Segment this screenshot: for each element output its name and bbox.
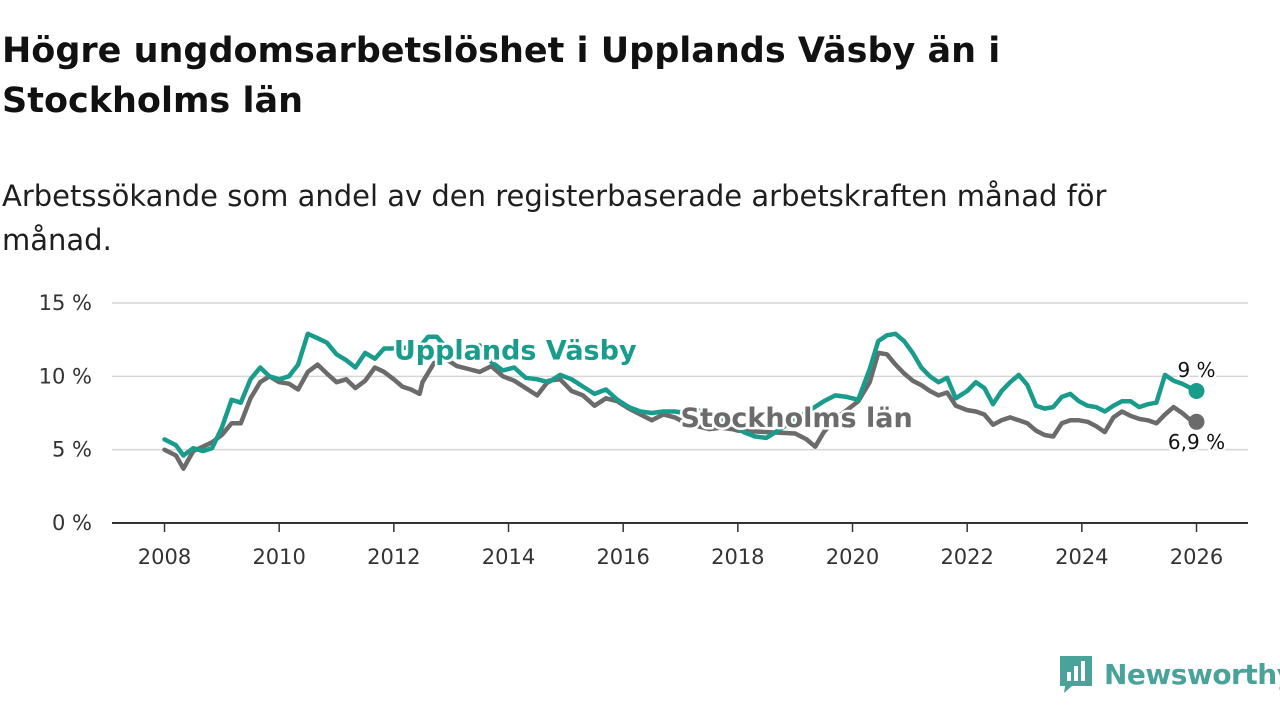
y-tick-label: 15 %: [39, 291, 92, 315]
x-tick-label: 2026: [1170, 545, 1223, 569]
series-line-upplands-v-sby: [162, 331, 1199, 458]
brand-name: Newsworthy: [1104, 657, 1280, 691]
y-tick-label: 0 %: [52, 511, 92, 535]
x-tick-label: 2008: [138, 545, 191, 569]
series-label-upplands-v-sby: Upplands Väsby: [394, 335, 637, 366]
bar-chart-bubble-icon: [1060, 656, 1092, 693]
x-tick-label: 2024: [1055, 545, 1108, 569]
x-tick-label: 2010: [252, 545, 305, 569]
end-point-upplands-v-sby: [1188, 383, 1205, 399]
x-tick-label: 2018: [711, 545, 764, 569]
end-value-label-stockholms-l-n: 6,9 %: [1168, 430, 1225, 454]
y-tick-label: 5 %: [52, 438, 92, 462]
end-value-label-upplands-v-sby: 9 %: [1177, 358, 1215, 382]
newsworthy-logo: Newsworthy: [1058, 652, 1280, 696]
series-lines: [162, 331, 1205, 471]
axes: 0 % 5 % 10 % 15 % 2008 2010 2012 2014 2016 2018 20…: [39, 291, 1248, 569]
x-tick-label: 2012: [367, 545, 420, 569]
x-tick-label: 2016: [596, 545, 649, 569]
x-tick-label: 2020: [826, 545, 879, 569]
series-label-stockholms-l-n: Stockholms län: [681, 403, 913, 434]
end-point-stockholms-l-n: [1188, 413, 1205, 430]
gridlines: [112, 302, 1248, 451]
x-tick-label: 2014: [482, 545, 535, 569]
y-tick-label: 10 %: [39, 364, 92, 388]
chart-subtitle: Arbetssökande som andel av den registerb…: [2, 179, 1107, 257]
series-labels: Upplands Väsby Stockholms län 9 % 6,9 %: [391, 333, 1227, 456]
series-line-stockholms-l-n: [162, 350, 1199, 471]
chart-title: Högre ungdomsarbetslöshet i Upplands Väs…: [2, 31, 1001, 121]
x-tick-label: 2022: [940, 545, 993, 569]
